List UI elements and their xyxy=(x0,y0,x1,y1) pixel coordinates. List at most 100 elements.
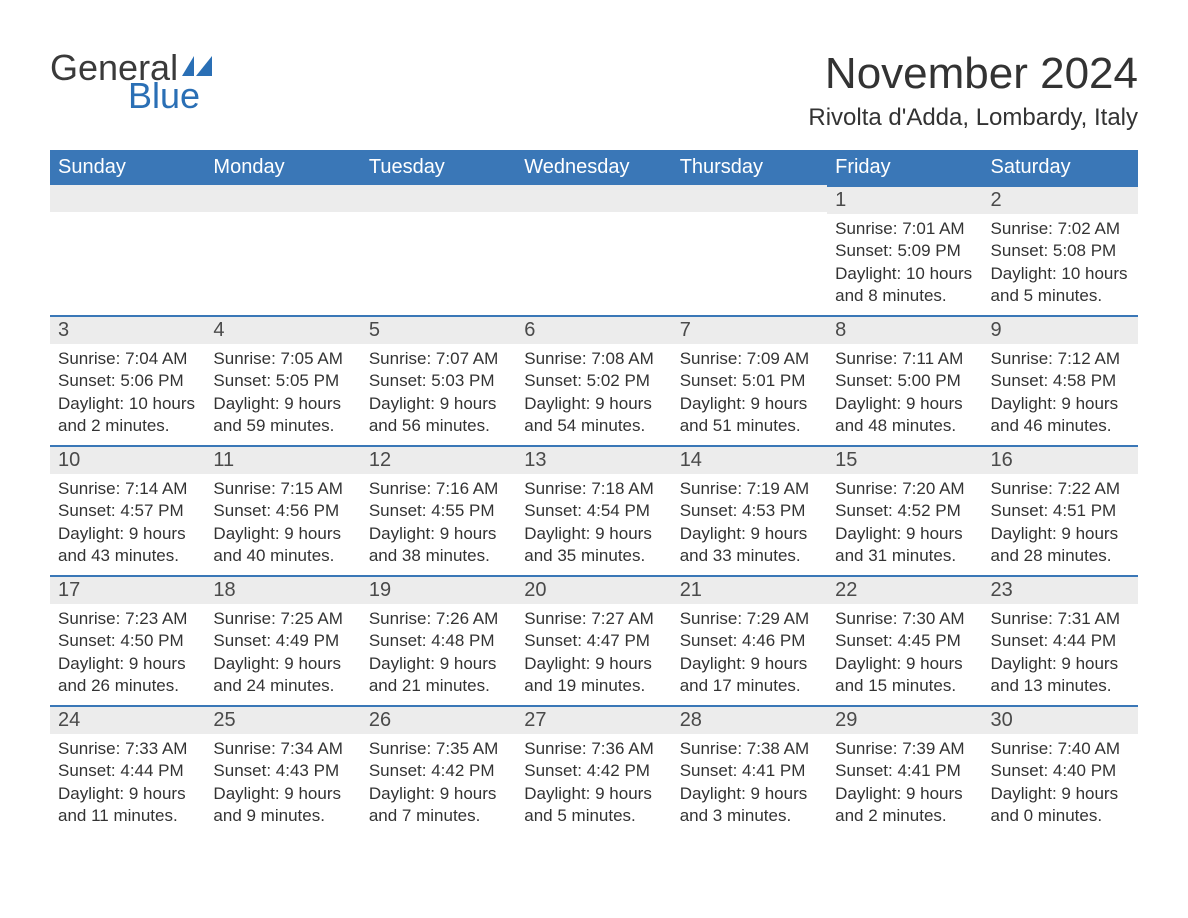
day-number: 11 xyxy=(205,445,360,474)
day-number: 5 xyxy=(361,315,516,344)
sunrise-text: Sunrise: 7:07 AM xyxy=(369,348,508,370)
calendar-day-cell: 17Sunrise: 7:23 AMSunset: 4:50 PMDayligh… xyxy=(50,575,205,705)
day-number: 29 xyxy=(827,705,982,734)
daylight-text: Daylight: 10 hours and 8 minutes. xyxy=(835,263,974,307)
sunrise-text: Sunrise: 7:20 AM xyxy=(835,478,974,500)
day-number: 27 xyxy=(516,705,671,734)
calendar-day-cell: 20Sunrise: 7:27 AMSunset: 4:47 PMDayligh… xyxy=(516,575,671,705)
calendar-day-cell: 1Sunrise: 7:01 AMSunset: 5:09 PMDaylight… xyxy=(827,185,982,315)
day-number: 13 xyxy=(516,445,671,474)
day-details: Sunrise: 7:11 AMSunset: 5:00 PMDaylight:… xyxy=(827,344,982,436)
day-number xyxy=(672,185,827,212)
dow-header-cell: Wednesday xyxy=(516,150,671,185)
day-number: 18 xyxy=(205,575,360,604)
day-number: 20 xyxy=(516,575,671,604)
sunset-text: Sunset: 4:56 PM xyxy=(213,500,352,522)
day-number: 23 xyxy=(983,575,1138,604)
sunset-text: Sunset: 4:44 PM xyxy=(991,630,1130,652)
sunset-text: Sunset: 4:43 PM xyxy=(213,760,352,782)
daylight-text: Daylight: 9 hours and 19 minutes. xyxy=(524,653,663,697)
sunrise-text: Sunrise: 7:11 AM xyxy=(835,348,974,370)
day-number: 25 xyxy=(205,705,360,734)
sunset-text: Sunset: 4:41 PM xyxy=(680,760,819,782)
sunset-text: Sunset: 4:50 PM xyxy=(58,630,197,652)
sunrise-text: Sunrise: 7:15 AM xyxy=(213,478,352,500)
sunset-text: Sunset: 5:01 PM xyxy=(680,370,819,392)
day-number: 28 xyxy=(672,705,827,734)
day-details: Sunrise: 7:04 AMSunset: 5:06 PMDaylight:… xyxy=(50,344,205,436)
sunset-text: Sunset: 4:40 PM xyxy=(991,760,1130,782)
calendar-day-cell xyxy=(50,185,205,315)
calendar-day-cell: 30Sunrise: 7:40 AMSunset: 4:40 PMDayligh… xyxy=(983,705,1138,835)
day-details: Sunrise: 7:26 AMSunset: 4:48 PMDaylight:… xyxy=(361,604,516,696)
calendar-day-cell: 9Sunrise: 7:12 AMSunset: 4:58 PMDaylight… xyxy=(983,315,1138,445)
calendar-day-cell: 22Sunrise: 7:30 AMSunset: 4:45 PMDayligh… xyxy=(827,575,982,705)
day-details: Sunrise: 7:33 AMSunset: 4:44 PMDaylight:… xyxy=(50,734,205,826)
day-details: Sunrise: 7:35 AMSunset: 4:42 PMDaylight:… xyxy=(361,734,516,826)
calendar-week-row: 10Sunrise: 7:14 AMSunset: 4:57 PMDayligh… xyxy=(50,445,1138,575)
day-number: 8 xyxy=(827,315,982,344)
day-details: Sunrise: 7:18 AMSunset: 4:54 PMDaylight:… xyxy=(516,474,671,566)
calendar-day-cell xyxy=(516,185,671,315)
daylight-text: Daylight: 9 hours and 2 minutes. xyxy=(835,783,974,827)
daylight-text: Daylight: 10 hours and 2 minutes. xyxy=(58,393,197,437)
daylight-text: Daylight: 9 hours and 46 minutes. xyxy=(991,393,1130,437)
day-number: 26 xyxy=(361,705,516,734)
calendar-body: 1Sunrise: 7:01 AMSunset: 5:09 PMDaylight… xyxy=(50,185,1138,835)
daylight-text: Daylight: 10 hours and 5 minutes. xyxy=(991,263,1130,307)
sunset-text: Sunset: 4:51 PM xyxy=(991,500,1130,522)
calendar-day-cell: 27Sunrise: 7:36 AMSunset: 4:42 PMDayligh… xyxy=(516,705,671,835)
sunrise-text: Sunrise: 7:25 AM xyxy=(213,608,352,630)
day-number: 30 xyxy=(983,705,1138,734)
daylight-text: Daylight: 9 hours and 5 minutes. xyxy=(524,783,663,827)
sunrise-text: Sunrise: 7:14 AM xyxy=(58,478,197,500)
calendar-week-row: 24Sunrise: 7:33 AMSunset: 4:44 PMDayligh… xyxy=(50,705,1138,835)
sunset-text: Sunset: 4:54 PM xyxy=(524,500,663,522)
daylight-text: Daylight: 9 hours and 15 minutes. xyxy=(835,653,974,697)
day-number: 19 xyxy=(361,575,516,604)
calendar-day-cell: 19Sunrise: 7:26 AMSunset: 4:48 PMDayligh… xyxy=(361,575,516,705)
day-details: Sunrise: 7:36 AMSunset: 4:42 PMDaylight:… xyxy=(516,734,671,826)
calendar-day-cell: 14Sunrise: 7:19 AMSunset: 4:53 PMDayligh… xyxy=(672,445,827,575)
calendar-week-row: 17Sunrise: 7:23 AMSunset: 4:50 PMDayligh… xyxy=(50,575,1138,705)
day-details: Sunrise: 7:09 AMSunset: 5:01 PMDaylight:… xyxy=(672,344,827,436)
day-details: Sunrise: 7:15 AMSunset: 4:56 PMDaylight:… xyxy=(205,474,360,566)
day-number: 16 xyxy=(983,445,1138,474)
calendar-day-cell: 29Sunrise: 7:39 AMSunset: 4:41 PMDayligh… xyxy=(827,705,982,835)
sunrise-text: Sunrise: 7:34 AM xyxy=(213,738,352,760)
day-number: 10 xyxy=(50,445,205,474)
dow-header-cell: Thursday xyxy=(672,150,827,185)
day-number: 9 xyxy=(983,315,1138,344)
calendar-day-cell: 11Sunrise: 7:15 AMSunset: 4:56 PMDayligh… xyxy=(205,445,360,575)
brand-part2: Blue xyxy=(128,78,212,114)
day-number: 1 xyxy=(827,185,982,214)
day-details: Sunrise: 7:30 AMSunset: 4:45 PMDaylight:… xyxy=(827,604,982,696)
calendar-day-cell xyxy=(205,185,360,315)
calendar-day-cell: 12Sunrise: 7:16 AMSunset: 4:55 PMDayligh… xyxy=(361,445,516,575)
day-details: Sunrise: 7:19 AMSunset: 4:53 PMDaylight:… xyxy=(672,474,827,566)
daylight-text: Daylight: 9 hours and 59 minutes. xyxy=(213,393,352,437)
sunrise-text: Sunrise: 7:36 AM xyxy=(524,738,663,760)
day-details: Sunrise: 7:01 AMSunset: 5:09 PMDaylight:… xyxy=(827,214,982,306)
calendar-day-cell: 21Sunrise: 7:29 AMSunset: 4:46 PMDayligh… xyxy=(672,575,827,705)
day-details: Sunrise: 7:12 AMSunset: 4:58 PMDaylight:… xyxy=(983,344,1138,436)
sunrise-text: Sunrise: 7:29 AM xyxy=(680,608,819,630)
sunrise-text: Sunrise: 7:12 AM xyxy=(991,348,1130,370)
sunrise-text: Sunrise: 7:02 AM xyxy=(991,218,1130,240)
day-details: Sunrise: 7:40 AMSunset: 4:40 PMDaylight:… xyxy=(983,734,1138,826)
calendar-day-cell: 3Sunrise: 7:04 AMSunset: 5:06 PMDaylight… xyxy=(50,315,205,445)
daylight-text: Daylight: 9 hours and 38 minutes. xyxy=(369,523,508,567)
sunset-text: Sunset: 5:09 PM xyxy=(835,240,974,262)
day-number xyxy=(361,185,516,212)
sunset-text: Sunset: 5:02 PM xyxy=(524,370,663,392)
daylight-text: Daylight: 9 hours and 56 minutes. xyxy=(369,393,508,437)
day-details: Sunrise: 7:31 AMSunset: 4:44 PMDaylight:… xyxy=(983,604,1138,696)
calendar-table: SundayMondayTuesdayWednesdayThursdayFrid… xyxy=(50,150,1138,835)
sunset-text: Sunset: 4:49 PM xyxy=(213,630,352,652)
day-details: Sunrise: 7:14 AMSunset: 4:57 PMDaylight:… xyxy=(50,474,205,566)
sunrise-text: Sunrise: 7:39 AM xyxy=(835,738,974,760)
day-details: Sunrise: 7:29 AMSunset: 4:46 PMDaylight:… xyxy=(672,604,827,696)
day-details: Sunrise: 7:08 AMSunset: 5:02 PMDaylight:… xyxy=(516,344,671,436)
calendar-day-cell: 6Sunrise: 7:08 AMSunset: 5:02 PMDaylight… xyxy=(516,315,671,445)
day-number xyxy=(50,185,205,212)
